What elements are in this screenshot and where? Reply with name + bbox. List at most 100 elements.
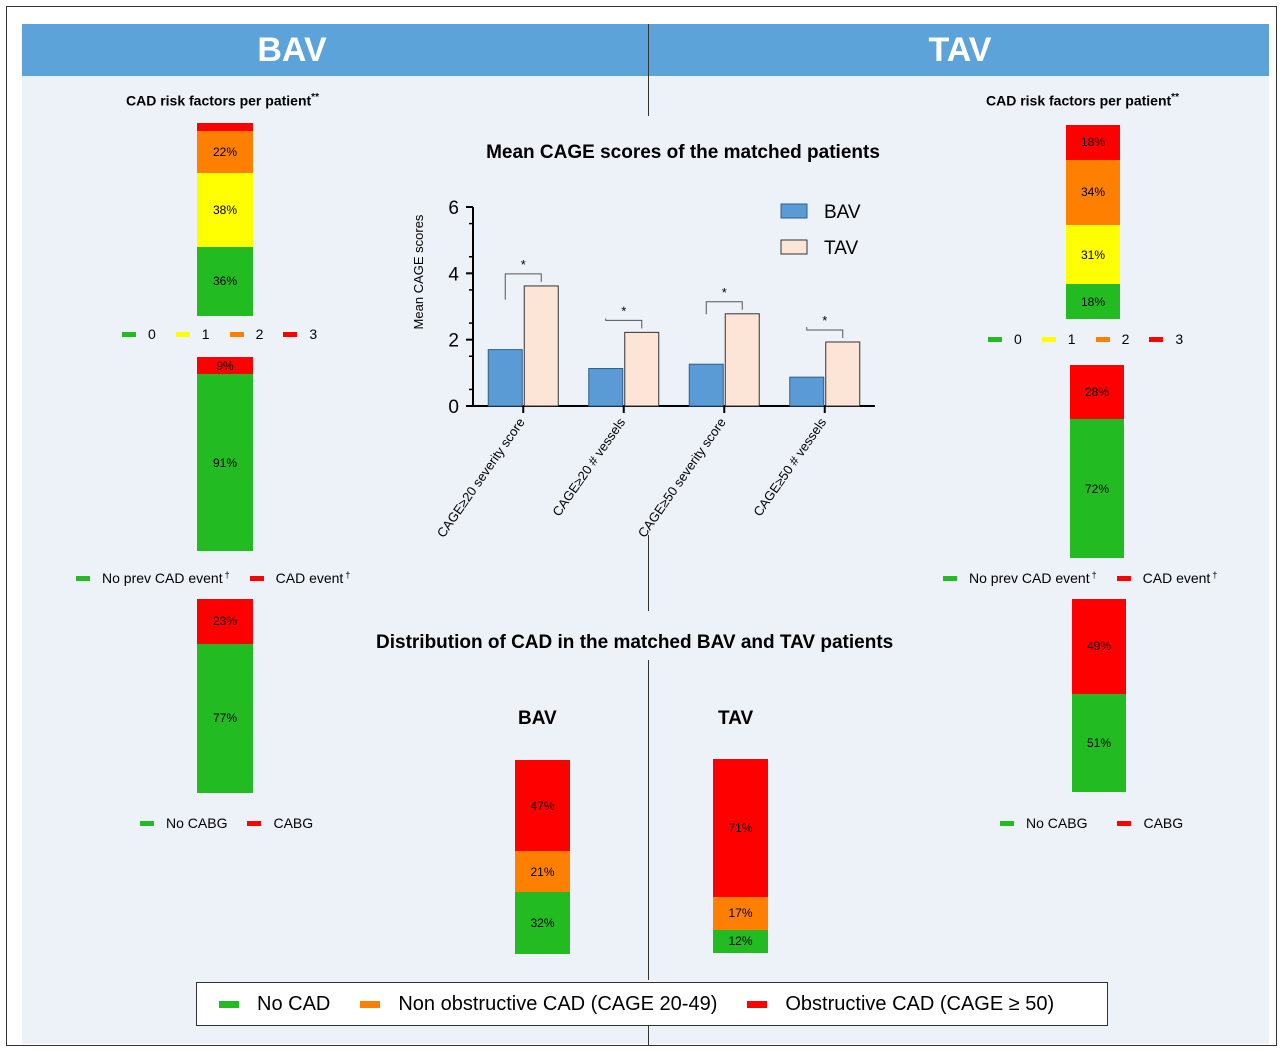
segment-label: 22%: [212, 144, 238, 159]
legend-item: 2: [1095, 331, 1130, 347]
stack-segment: 21%: [515, 851, 570, 892]
legend-swatch-bav: [780, 203, 808, 219]
divider-mid: [648, 535, 649, 611]
stack-dist-bav: 32% 21% 47%: [515, 760, 570, 954]
legend-swatch-red: [1149, 336, 1164, 342]
divider-lower: [648, 660, 649, 980]
legend-label: Obstructive CAD (CAGE ≥ 50): [785, 992, 1055, 1015]
legend-label: 3: [1175, 331, 1184, 347]
cage-bar-chart: Mean CAGE scores of the matched patients…: [411, 142, 880, 540]
legend-label-tav: TAV: [824, 238, 858, 259]
legend-item: 2: [229, 326, 264, 342]
bar-tav: [724, 313, 760, 407]
stack-segment: 36%: [197, 246, 253, 316]
bottom-legend: No CAD Non obstructive CAD (CAGE 20-49) …: [196, 982, 1108, 1026]
significance-mark: *: [822, 313, 827, 328]
legend-swatch-red: [1116, 575, 1131, 581]
stack-rf-bav: 36% 38% 22%: [197, 123, 253, 316]
significance-bracket: [806, 327, 844, 338]
x-tick-label: CAGE≥20 # vessels: [549, 415, 628, 519]
dagger-mark: †: [345, 570, 351, 580]
legend-label: CABG: [273, 815, 314, 831]
legend-label: 3: [309, 326, 318, 342]
legend-item: CAD event †: [1116, 570, 1218, 586]
legend-swatch-red: [1117, 820, 1132, 826]
stack-segment: 31%: [1066, 224, 1120, 285]
stack-segment: 34%: [1066, 159, 1120, 225]
stack-cabg-tav: 51% 49%: [1072, 599, 1126, 792]
legend-cabg-tav: No CABG CABG: [1000, 815, 1203, 831]
stack-segment: 22%: [197, 130, 253, 174]
segment-label: 77%: [212, 711, 238, 726]
legend-swatch-red: [747, 1000, 768, 1008]
segment-label: 17%: [728, 906, 753, 921]
legend-label: 2: [255, 326, 264, 342]
legend-label: CAD event: [275, 570, 344, 586]
significance-bracket: [605, 318, 643, 329]
legend-swatch-green: [76, 575, 90, 581]
stack-segment: 51%: [1072, 693, 1126, 792]
legend-item: 1: [175, 326, 210, 342]
header-bav: BAV: [257, 31, 327, 69]
segment-label: 34%: [1080, 185, 1106, 200]
legend-item: No CABG: [1000, 815, 1087, 831]
legend-swatch-green: [122, 331, 136, 337]
legend-label: No CAD: [257, 992, 331, 1015]
segment-label: 23%: [212, 614, 238, 629]
significance-bracket: [504, 273, 542, 300]
divider-bottom: [648, 1026, 649, 1046]
legend-label: 1: [1067, 331, 1076, 347]
legend-item-no-cad: No CAD: [219, 993, 330, 1016]
legend-item: 0: [122, 326, 156, 342]
segment-label: 47%: [530, 798, 555, 813]
divider-top: [648, 24, 649, 116]
significance-mark: *: [722, 285, 727, 300]
legend-swatch-green: [219, 1000, 239, 1008]
segment-label: 71%: [728, 820, 753, 835]
stack-dist-tav: 12% 17% 71%: [713, 759, 768, 953]
y-tick-label: 2: [448, 331, 459, 352]
legend-event-tav: No prev CAD event † CAD event †: [943, 570, 1237, 586]
stack-cabg-bav: 77% 23%: [197, 599, 253, 793]
legend-label: 2: [1121, 331, 1130, 347]
legend-swatch-green: [1000, 820, 1014, 826]
segment-label: 51%: [1086, 735, 1112, 750]
rf-title-bav: CAD risk factors per patient**: [126, 92, 319, 109]
legend-item: No CABG: [140, 815, 227, 831]
bar-tav: [523, 285, 559, 407]
dagger-mark: †: [224, 570, 230, 580]
dagger-mark: †: [1212, 570, 1218, 580]
legend-swatch-yellow: [175, 331, 190, 337]
bar-tav: [825, 341, 861, 407]
legend-item: 0: [988, 331, 1022, 347]
legend-item: No prev CAD event †: [943, 570, 1097, 586]
segment-label: 9%: [216, 358, 234, 373]
rf-title-tav: CAD risk factors per patient**: [986, 92, 1179, 109]
stack-segment: 28%: [1070, 365, 1124, 420]
legend-item: CAD event †: [249, 570, 351, 586]
stack-segment: 9%: [197, 357, 253, 375]
legend-label: No CABG: [1026, 815, 1088, 831]
significance-mark: *: [521, 257, 526, 272]
dist-tav-label: TAV: [718, 708, 754, 729]
legend-swatch-red: [249, 575, 264, 581]
x-tick-label: CAGE≥50 severity score: [635, 415, 729, 540]
stack-segment: 77%: [197, 643, 253, 793]
y-tick-label: 4: [448, 264, 459, 285]
legend-swatch-orange: [360, 1000, 381, 1008]
legend-label: No CABG: [166, 815, 228, 831]
significance-mark: *: [621, 303, 626, 318]
segment-label: 32%: [530, 915, 555, 930]
legend-label: Non obstructive CAD (CAGE 20-49): [398, 992, 718, 1015]
segment-label: 72%: [1084, 481, 1110, 496]
legend-label: 0: [1014, 331, 1022, 347]
legend-swatch-orange: [229, 331, 244, 337]
header-bar: [22, 24, 1269, 76]
legend-swatch-green: [988, 336, 1002, 342]
stack-segment: 18%: [1066, 125, 1120, 160]
stack-segment: 71%: [713, 759, 768, 897]
legend-event-bav: No prev CAD event † CAD event †: [76, 570, 370, 586]
legend-swatch-orange: [1095, 336, 1110, 342]
legend-cabg-bav: No CABG CABG: [140, 815, 333, 831]
stack-segment: 12%: [713, 929, 768, 953]
